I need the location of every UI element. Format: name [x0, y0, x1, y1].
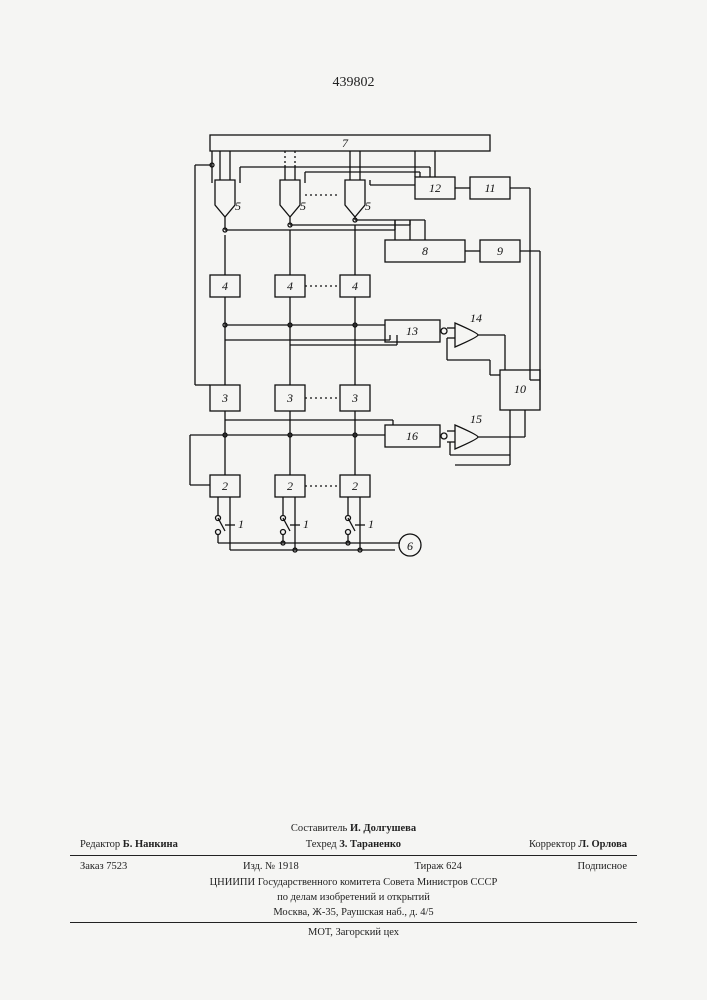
svg-text:6: 6	[407, 539, 413, 553]
page-number: 439802	[333, 75, 375, 91]
svg-text:1: 1	[303, 517, 309, 531]
svg-text:16: 16	[406, 429, 418, 443]
circuit-diagram: 7 12 11 5 5 5	[130, 125, 550, 615]
svg-text:3: 3	[286, 391, 293, 405]
svg-text:4: 4	[222, 279, 228, 293]
svg-text:14: 14	[470, 311, 482, 325]
svg-text:3: 3	[351, 391, 358, 405]
svg-text:1: 1	[368, 517, 374, 531]
svg-text:2: 2	[287, 479, 293, 493]
order-label: Заказ	[80, 861, 104, 872]
techred-label: Техред	[306, 839, 337, 850]
order-value: 7523	[106, 861, 127, 872]
address-line: Москва, Ж-35, Раушская наб., д. 4/5	[70, 905, 637, 920]
svg-text:9: 9	[497, 244, 503, 258]
printer-line: МОТ, Загорский цех	[70, 925, 637, 940]
svg-text:5: 5	[300, 199, 306, 213]
subscription: Подписное	[578, 861, 627, 872]
svg-text:10: 10	[514, 382, 526, 396]
techred-name: З. Тараненко	[339, 839, 401, 850]
footer: Составитель И. Долгушева Редактор Б. Нан…	[70, 821, 637, 940]
svg-text:7: 7	[342, 136, 349, 150]
svg-text:5: 5	[235, 199, 241, 213]
svg-text:12: 12	[429, 181, 441, 195]
izd-value: 1918	[278, 861, 299, 872]
svg-text:2: 2	[222, 479, 228, 493]
svg-text:4: 4	[287, 279, 293, 293]
svg-text:8: 8	[422, 244, 428, 258]
tirage-label: Тираж	[415, 861, 444, 872]
svg-text:2: 2	[352, 479, 358, 493]
compiler-name: И. Долгушева	[350, 823, 416, 834]
svg-text:1: 1	[238, 517, 244, 531]
corrector-name: Л. Орлова	[578, 839, 627, 850]
tirage-value: 624	[446, 861, 462, 872]
svg-text:11: 11	[484, 181, 495, 195]
svg-text:5: 5	[365, 199, 371, 213]
svg-text:3: 3	[221, 391, 228, 405]
corrector-label: Корректор	[529, 839, 576, 850]
org-line1: ЦНИИПИ Государственного комитета Совета …	[70, 875, 637, 890]
org-line2: по делам изобретений и открытий	[70, 890, 637, 905]
editor-name: Б. Нанкина	[123, 839, 178, 850]
compiler-label: Составитель	[291, 823, 347, 834]
svg-text:15: 15	[470, 412, 482, 426]
editor-label: Редактор	[80, 839, 120, 850]
svg-text:4: 4	[352, 279, 358, 293]
svg-text:13: 13	[406, 324, 418, 338]
izd-label: Изд. №	[243, 861, 275, 872]
